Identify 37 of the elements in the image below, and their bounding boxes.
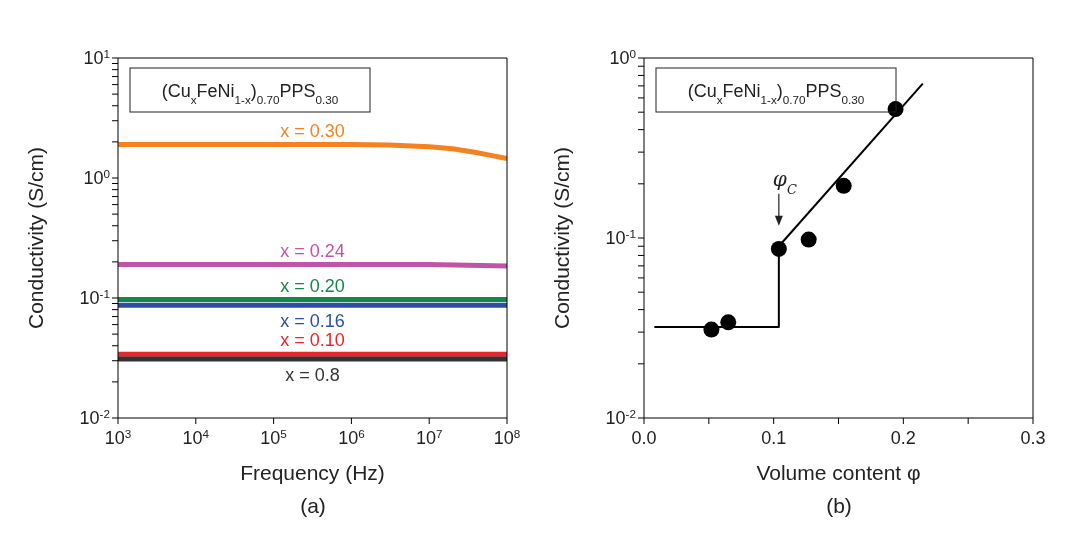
point [800,231,817,248]
x-tick-label: 10$^{4}$ [182,426,210,448]
series-label: x = 0.20 [280,275,345,296]
annotation: φ$_{C}$ [772,166,797,197]
y-tick-label: 10$^{-1}$ [605,226,636,248]
x-tick-label: 10$^{8}$ [493,426,521,448]
point [770,240,787,257]
series-label: x = 0.10 [280,330,345,351]
x-axis-title: Volume content φ [756,461,921,484]
x-tick-label: 0.0 [631,428,657,448]
text: (b) [825,494,853,518]
x-tick-label: 10$^{3}$ [104,426,132,448]
x-tick-label: 10$^{6}$ [338,426,365,448]
x-tick-label: 10$^{7}$ [415,426,443,448]
text: (Cu$_{x}$FeNi$_{1-x}$)$_{0.70}$PPS$_{0.30}$ [687,81,865,106]
x-tick-label: 0.1 [761,428,787,448]
y-tick-label: 10$^{1}$ [83,46,110,68]
y-tick-label: 10$^{0}$ [609,46,637,68]
x-axis-title: Frequency (Hz) [240,461,385,484]
point [703,321,720,338]
x-tick-label: 10$^{5}$ [260,426,288,448]
series-label: x = 0.8 [285,365,340,386]
text: (a) [299,494,327,518]
y-tick-label: 10$^{0}$ [83,166,111,188]
y-tick-label: 10$^{-2}$ [79,406,110,428]
y-axis-title: Conductivity (S/cm) [550,146,574,330]
x-tick-label: 0.2 [890,428,916,448]
series-label: x = 0.24 [280,240,345,261]
y-axis-title: Conductivity (S/cm) [24,146,48,330]
x-tick-label: 0.3 [1020,428,1046,448]
point [720,314,737,331]
point [835,177,852,194]
y-tick-label: 10$^{-2}$ [605,406,636,428]
series-label: x = 0.30 [280,120,345,141]
series-label: x = 0.16 [280,311,345,332]
text: (Cu$_{x}$FeNi$_{1-x}$)$_{0.70}$PPS$_{0.30}$ [161,81,339,106]
y-tick-label: 10$^{-1}$ [79,286,110,308]
